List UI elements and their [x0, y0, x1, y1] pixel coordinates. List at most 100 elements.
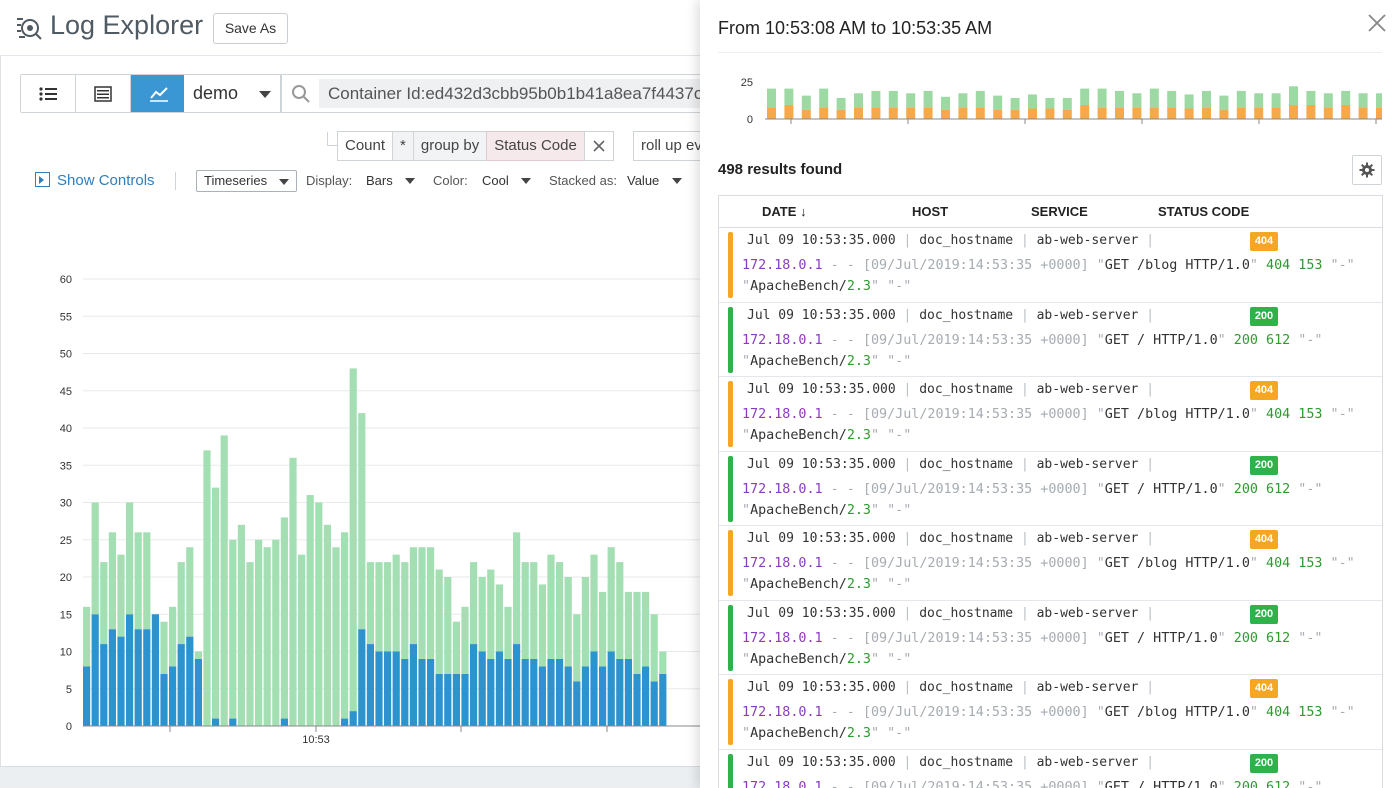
bar-200[interactable]: [538, 584, 546, 667]
bar-404[interactable]: [143, 629, 151, 726]
mini-bar-200[interactable]: [854, 93, 863, 108]
bar-200[interactable]: [495, 584, 503, 652]
mini-bar-200[interactable]: [1184, 94, 1194, 109]
bar-200[interactable]: [229, 539, 237, 719]
bar-200[interactable]: [427, 547, 435, 659]
bar-200[interactable]: [160, 621, 168, 674]
bar-404[interactable]: [590, 651, 598, 727]
bar-200[interactable]: [194, 651, 202, 659]
bar-200[interactable]: [607, 547, 615, 652]
mini-bar-200[interactable]: [1323, 93, 1333, 108]
log-row[interactable]: Jul 09 10:53:35.000 | doc_hostname | ab-…: [719, 526, 1382, 601]
mini-bar-404[interactable]: [1080, 104, 1090, 119]
bar-404[interactable]: [177, 644, 185, 726]
mini-bar-200[interactable]: [1236, 90, 1246, 108]
bar-200[interactable]: [246, 562, 254, 726]
mini-bar-200[interactable]: [836, 97, 846, 110]
bar-200[interactable]: [83, 606, 91, 667]
index-select[interactable]: demo: [184, 74, 281, 113]
close-icon[interactable]: [1364, 10, 1390, 36]
mini-bar-200[interactable]: [819, 88, 829, 108]
mini-bar-200[interactable]: [1080, 88, 1090, 105]
mini-bar-404[interactable]: [1132, 107, 1142, 119]
bar-404[interactable]: [521, 658, 529, 726]
bar-404[interactable]: [607, 651, 615, 727]
bar-404[interactable]: [633, 673, 641, 726]
log-row[interactable]: Jul 09 10:53:35.000 | doc_hostname | ab-…: [719, 750, 1382, 788]
bar-200[interactable]: [117, 554, 125, 637]
bar-404[interactable]: [624, 658, 632, 726]
column-header-service[interactable]: SERVICE: [1031, 204, 1088, 219]
bar-200[interactable]: [573, 614, 581, 682]
mini-bar-404[interactable]: [1062, 109, 1072, 119]
bar-200[interactable]: [341, 532, 349, 719]
color-select[interactable]: Cool: [482, 173, 509, 188]
measure-field[interactable]: *: [392, 131, 413, 161]
bar-404[interactable]: [581, 666, 589, 726]
bar-404[interactable]: [229, 718, 237, 726]
mini-bar-404[interactable]: [1167, 107, 1177, 119]
bar-404[interactable]: [427, 658, 435, 726]
bar-404[interactable]: [495, 651, 503, 727]
mini-bar-200[interactable]: [1132, 93, 1142, 108]
bar-404[interactable]: [384, 651, 392, 727]
bar-200[interactable]: [323, 524, 331, 726]
bar-200[interactable]: [616, 562, 624, 659]
mini-bar-404[interactable]: [1219, 109, 1229, 119]
bar-404[interactable]: [401, 658, 409, 726]
bar-404[interactable]: [530, 658, 538, 726]
bar-200[interactable]: [177, 562, 185, 645]
mini-bar-404[interactable]: [1236, 107, 1246, 119]
bar-200[interactable]: [384, 562, 392, 652]
patterns-view-button[interactable]: [76, 75, 131, 112]
mini-bar-200[interactable]: [1341, 90, 1351, 105]
save-as-button[interactable]: Save As: [213, 13, 288, 44]
mini-bar-200[interactable]: [871, 90, 881, 108]
bar-200[interactable]: [169, 606, 177, 667]
bar-200[interactable]: [289, 457, 297, 726]
bar-404[interactable]: [91, 614, 99, 726]
list-view-button[interactable]: [21, 75, 76, 112]
bar-200[interactable]: [375, 562, 383, 652]
mini-bar-200[interactable]: [1376, 93, 1382, 108]
mini-bar-200[interactable]: [1306, 90, 1316, 105]
bar-200[interactable]: [599, 591, 607, 667]
mini-bar-404[interactable]: [1028, 108, 1037, 119]
bar-404[interactable]: [599, 666, 607, 726]
bar-200[interactable]: [298, 554, 306, 726]
mini-bar-200[interactable]: [1289, 86, 1298, 105]
mini-bar-200[interactable]: [1028, 94, 1037, 109]
bar-404[interactable]: [564, 666, 572, 726]
mini-bar-200[interactable]: [1010, 97, 1020, 110]
bar-404[interactable]: [186, 636, 194, 726]
column-header-date[interactable]: DATE ↓: [762, 204, 807, 219]
chevron-down-icon[interactable]: [521, 178, 531, 184]
mini-bar-200[interactable]: [1254, 93, 1264, 108]
bar-404[interactable]: [513, 644, 521, 726]
measure-select[interactable]: Count: [337, 131, 393, 161]
bar-200[interactable]: [272, 539, 280, 726]
log-row[interactable]: Jul 09 10:53:35.000 | doc_hostname | ab-…: [719, 303, 1382, 377]
bar-200[interactable]: [280, 517, 288, 719]
bar-404[interactable]: [418, 658, 426, 726]
mini-bar-404[interactable]: [1115, 107, 1124, 119]
column-header-status-code[interactable]: STATUS CODE: [1158, 204, 1250, 219]
mini-bar-404[interactable]: [1271, 107, 1281, 119]
bar-200[interactable]: [435, 569, 443, 674]
mini-bar-404[interactable]: [1010, 109, 1020, 119]
mini-bar-200[interactable]: [1097, 88, 1107, 108]
bar-200[interactable]: [478, 577, 486, 652]
bar-404[interactable]: [642, 666, 650, 726]
mini-bar-200[interactable]: [1271, 93, 1281, 108]
bar-200[interactable]: [203, 450, 211, 726]
bar-404[interactable]: [392, 651, 400, 727]
bar-200[interactable]: [409, 547, 417, 645]
bar-404[interactable]: [212, 718, 220, 726]
bar-404[interactable]: [470, 644, 478, 726]
bar-404[interactable]: [151, 614, 159, 726]
bar-404[interactable]: [478, 651, 486, 727]
bar-404[interactable]: [349, 711, 357, 726]
bar-200[interactable]: [547, 554, 555, 659]
bar-200[interactable]: [358, 413, 366, 630]
mini-bar-404[interactable]: [1097, 107, 1107, 119]
